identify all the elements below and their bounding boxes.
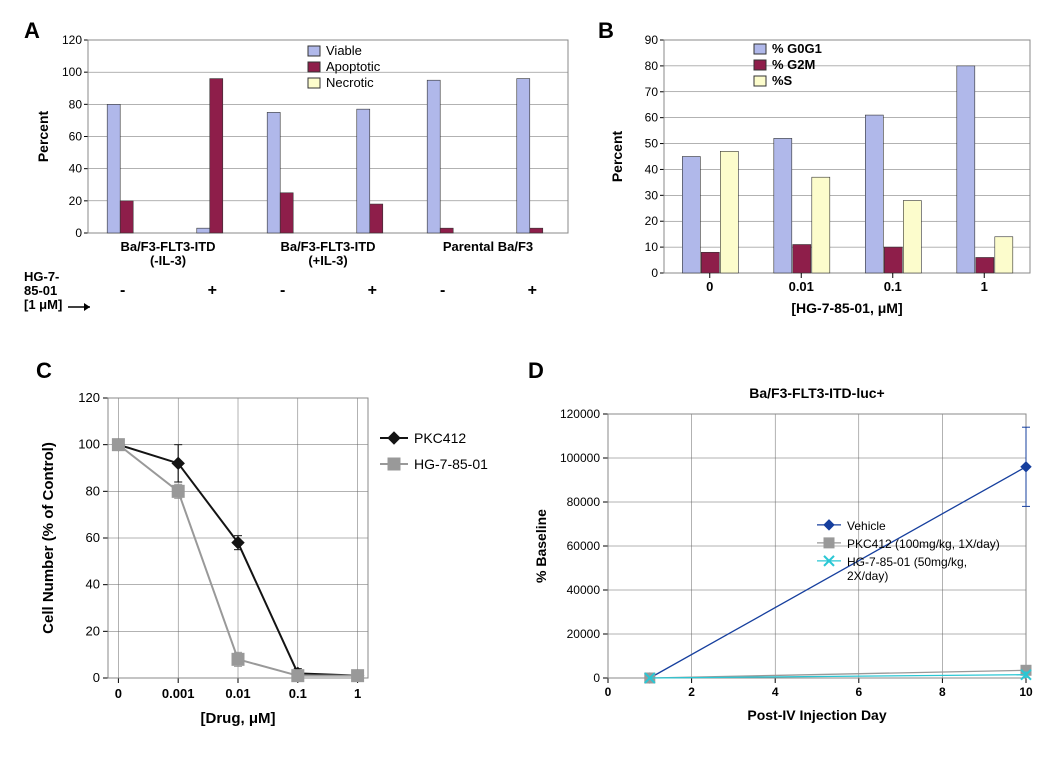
svg-text:60: 60 xyxy=(86,530,100,545)
svg-text:85-01: 85-01 xyxy=(24,283,57,298)
svg-text:HG-7-85-01 (50mg/kg,: HG-7-85-01 (50mg/kg, xyxy=(847,555,967,569)
svg-text:2X/day): 2X/day) xyxy=(847,569,888,583)
svg-text:20000: 20000 xyxy=(567,627,601,641)
svg-text:-: - xyxy=(120,282,125,299)
svg-text:Percent: Percent xyxy=(35,110,51,162)
svg-text:+: + xyxy=(368,282,377,299)
svg-text:0.1: 0.1 xyxy=(884,279,902,294)
svg-text:Ba/F3-FLT3-ITD-luc+: Ba/F3-FLT3-ITD-luc+ xyxy=(749,385,884,401)
panel-label-C: C xyxy=(36,358,52,384)
panel-label-B: B xyxy=(598,18,614,44)
svg-text:20: 20 xyxy=(86,623,100,638)
svg-text:0.01: 0.01 xyxy=(225,686,250,701)
chart-A: 020406080100120PercentBa/F3-FLT3-ITD(-IL… xyxy=(18,18,578,328)
svg-text:1: 1 xyxy=(981,279,988,294)
svg-text:0: 0 xyxy=(75,226,82,240)
chart-B: 0 10 20 30 40 50 60 70 80 90 Percent 0 0.01 0.1 1 [HG-7… xyxy=(598,18,1038,328)
panel-label-A: A xyxy=(24,18,40,44)
svg-text:0.1: 0.1 xyxy=(289,686,307,701)
svg-text:30: 30 xyxy=(645,188,659,202)
svg-text:0: 0 xyxy=(651,266,658,280)
svg-text:60: 60 xyxy=(69,130,83,144)
svg-text:120: 120 xyxy=(62,33,82,47)
svg-text:80: 80 xyxy=(645,59,659,73)
row-2: C 02040608010012000.0010.010.11Cell Numb… xyxy=(18,358,1032,738)
svg-text:HG-7-85-01: HG-7-85-01 xyxy=(414,456,488,472)
svg-text:0: 0 xyxy=(605,685,612,699)
svg-text:1: 1 xyxy=(354,686,361,701)
svg-text:40: 40 xyxy=(86,577,100,592)
svg-text:% G0G1: % G0G1 xyxy=(772,41,822,56)
svg-text:0: 0 xyxy=(593,671,600,685)
svg-text:%S: %S xyxy=(772,73,793,88)
svg-text:70: 70 xyxy=(645,85,659,99)
svg-text:Viable: Viable xyxy=(326,43,362,58)
svg-text:[1 μM]: [1 μM] xyxy=(24,297,62,312)
svg-text:40: 40 xyxy=(645,162,659,176)
svg-text:0.001: 0.001 xyxy=(162,686,195,701)
svg-text:8: 8 xyxy=(939,685,946,699)
svg-text:Apoptotic: Apoptotic xyxy=(326,59,381,74)
svg-text:60: 60 xyxy=(645,111,659,125)
svg-text:90: 90 xyxy=(645,33,659,47)
svg-text:2: 2 xyxy=(688,685,695,699)
svg-text:(+IL-3): (+IL-3) xyxy=(308,253,347,268)
svg-text:100000: 100000 xyxy=(560,451,600,465)
svg-text:4: 4 xyxy=(772,685,779,699)
svg-text:[HG-7-85-01, μM]: [HG-7-85-01, μM] xyxy=(791,300,902,316)
svg-text:PKC412: PKC412 xyxy=(414,430,466,446)
chart-C: 0 20 40 60 80 100 120 0 0.001 0.01 0.1 1 Cell Number… xyxy=(18,358,498,738)
svg-text:HG-7-: HG-7- xyxy=(24,269,59,284)
svg-text:Vehicle: Vehicle xyxy=(847,519,886,533)
svg-text:% G2M: % G2M xyxy=(772,57,815,72)
svg-text:40: 40 xyxy=(69,162,83,176)
svg-text:+: + xyxy=(528,282,537,299)
svg-text:100: 100 xyxy=(78,437,100,452)
svg-text:0.01: 0.01 xyxy=(789,279,814,294)
svg-text:Cell Number (% of Control): Cell Number (% of Control) xyxy=(40,442,57,634)
svg-text:40000: 40000 xyxy=(567,583,601,597)
svg-text:120000: 120000 xyxy=(560,407,600,421)
svg-text:80: 80 xyxy=(86,483,100,498)
svg-text:Post-IV Injection Day: Post-IV Injection Day xyxy=(747,707,886,723)
svg-text:(-IL-3): (-IL-3) xyxy=(150,253,186,268)
svg-text:Ba/F3-FLT3-ITD: Ba/F3-FLT3-ITD xyxy=(280,239,375,254)
chart-D: Ba/F3-FLT3-ITD-luc+ 0 20000 40000 60000 80000… xyxy=(518,358,1038,738)
svg-text:Necrotic: Necrotic xyxy=(326,75,374,90)
svg-text:10: 10 xyxy=(645,240,659,254)
row-1: A 020406080100120PercentBa/F3-FLT3-ITD(-… xyxy=(18,18,1032,328)
svg-text:-: - xyxy=(440,282,445,299)
svg-text:20: 20 xyxy=(645,214,659,228)
svg-text:% Baseline: % Baseline xyxy=(533,509,549,583)
svg-text:+: + xyxy=(208,282,217,299)
svg-text:Ba/F3-FLT3-ITD: Ba/F3-FLT3-ITD xyxy=(120,239,215,254)
svg-text:0: 0 xyxy=(115,686,122,701)
svg-text:80000: 80000 xyxy=(567,495,601,509)
panel-B: B 0 10 20 30 40 50 60 70 80 90 Percent 0 0.01 0.1 1 [HG… xyxy=(598,18,1038,328)
svg-text:120: 120 xyxy=(78,390,100,405)
svg-text:100: 100 xyxy=(62,65,82,79)
panel-label-D: D xyxy=(528,358,544,384)
svg-text:10: 10 xyxy=(1019,685,1033,699)
svg-text:PKC412 (100mg/kg, 1X/day): PKC412 (100mg/kg, 1X/day) xyxy=(847,537,1000,551)
svg-text:20: 20 xyxy=(69,194,83,208)
svg-text:Percent: Percent xyxy=(609,130,625,182)
svg-text:[Drug, μM]: [Drug, μM] xyxy=(201,710,276,727)
svg-text:0: 0 xyxy=(706,279,713,294)
svg-text:-: - xyxy=(280,282,285,299)
panel-A: A 020406080100120PercentBa/F3-FLT3-ITD(-… xyxy=(18,18,578,328)
svg-text:6: 6 xyxy=(855,685,862,699)
svg-text:0: 0 xyxy=(93,670,100,685)
svg-text:Parental Ba/F3: Parental Ba/F3 xyxy=(443,239,533,254)
svg-text:50: 50 xyxy=(645,137,659,151)
svg-text:60000: 60000 xyxy=(567,539,601,553)
svg-text:80: 80 xyxy=(69,97,83,111)
panel-D: D Ba/F3-FLT3-ITD-luc+ 0 20000 40000 60000 800… xyxy=(518,358,1038,738)
panel-C: C 0 20 40 60 80 100 120 0 0.001 0.01 0.1 1 Cell Numb… xyxy=(18,358,498,738)
